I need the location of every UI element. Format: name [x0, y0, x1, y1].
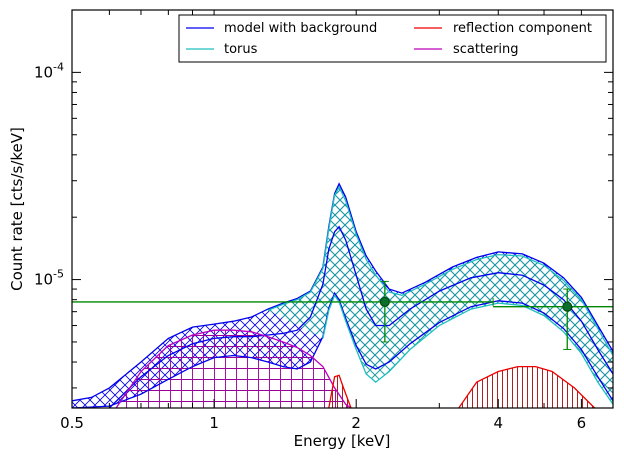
legend-label-reflection-component: reflection component: [453, 21, 592, 36]
plot-area: [72, 182, 613, 408]
axes: [71, 9, 614, 409]
x-axis-title: Energy [keV]: [294, 432, 391, 450]
reflection-line-high: [458, 365, 596, 408]
legend-label-model-with-background: model with background: [224, 21, 377, 36]
x-tick-label-2: 2: [351, 414, 361, 432]
plot-frame: [71, 9, 614, 409]
legend-label-scattering: scattering: [453, 42, 519, 57]
model-mid-line: [108, 225, 613, 408]
legend: model with background torus reflection c…: [178, 14, 607, 63]
x-tick-label-4: 4: [494, 414, 504, 432]
legend-box: [178, 14, 607, 63]
reflection-line-low: [328, 374, 352, 408]
model-lower-line: [72, 291, 613, 408]
y-tick-label--5: 10-5: [34, 268, 64, 289]
scattering-hatch: [116, 330, 351, 408]
model-upper-line: [72, 182, 613, 402]
data-point-0: [379, 296, 390, 307]
reflection-hatch-high: [458, 366, 595, 408]
legend-label-torus: torus: [224, 42, 258, 57]
torus-upper-line: [267, 185, 613, 356]
reflection-hatch-low: [328, 375, 351, 408]
x-tick-label-6: 6: [577, 414, 587, 432]
ticks: 0.5 1 2 4 6 10-5 10-4: [34, 10, 613, 432]
y-axis-title: Count rate [cts/s/keV]: [8, 127, 26, 291]
data-point-1: [562, 301, 573, 312]
torus-band-hatch: [267, 186, 613, 405]
scattering-line: [115, 329, 352, 408]
x-tick-label-0-5: 0.5: [60, 414, 84, 432]
x-tick-label-1: 1: [209, 414, 219, 432]
y-tick-label--4: 10-4: [34, 60, 64, 81]
